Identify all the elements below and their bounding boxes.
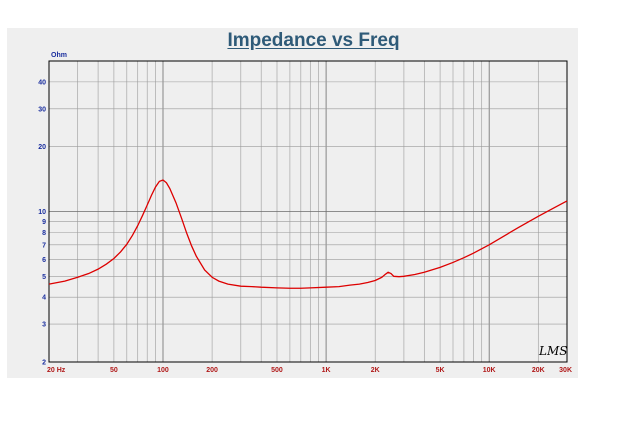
plot-frame: [48, 60, 568, 363]
x-tick-label: 200: [206, 367, 218, 374]
y-axis-label: Ohm: [51, 52, 67, 59]
y-tick-label: 20: [38, 144, 46, 151]
y-tick-label: 4: [42, 295, 46, 302]
x-tick-label: 20K: [532, 367, 545, 374]
y-tick-label: 5: [42, 274, 46, 281]
y-tick-label: 40: [38, 79, 46, 86]
x-tick-label: 500: [271, 367, 283, 374]
chart-panel: [7, 28, 578, 378]
x-tick-label: 30K: [559, 367, 572, 374]
x-tick-label: 2K: [371, 367, 380, 374]
y-tick-label: 3: [42, 322, 46, 329]
grid: [49, 61, 568, 362]
y-tick-label: 2: [42, 360, 46, 367]
x-tick-label: 1K: [322, 367, 331, 374]
y-tick-label: 9: [42, 219, 46, 226]
y-tick-label: 10: [38, 209, 46, 216]
x-tick-label: 10K: [483, 367, 496, 374]
x-tick-label: 5K: [436, 367, 445, 374]
y-tick-label: 6: [42, 257, 46, 264]
impedance-curve: [48, 179, 568, 289]
y-tick-label: 7: [42, 242, 46, 249]
x-tick-label: 100: [157, 367, 169, 374]
tick-labels: 20 Hz 50 100 200 500 1K 2K 5K 10K 20K 30K 2 3 4 5 6 7 8 9 1…: [38, 79, 572, 374]
lms-signature: LMS: [538, 344, 567, 358]
x-tick-label: 20 Hz: [47, 367, 66, 374]
y-tick-label: 30: [38, 106, 46, 113]
y-tick-label: 8: [42, 230, 46, 237]
x-tick-label: 50: [110, 367, 118, 374]
